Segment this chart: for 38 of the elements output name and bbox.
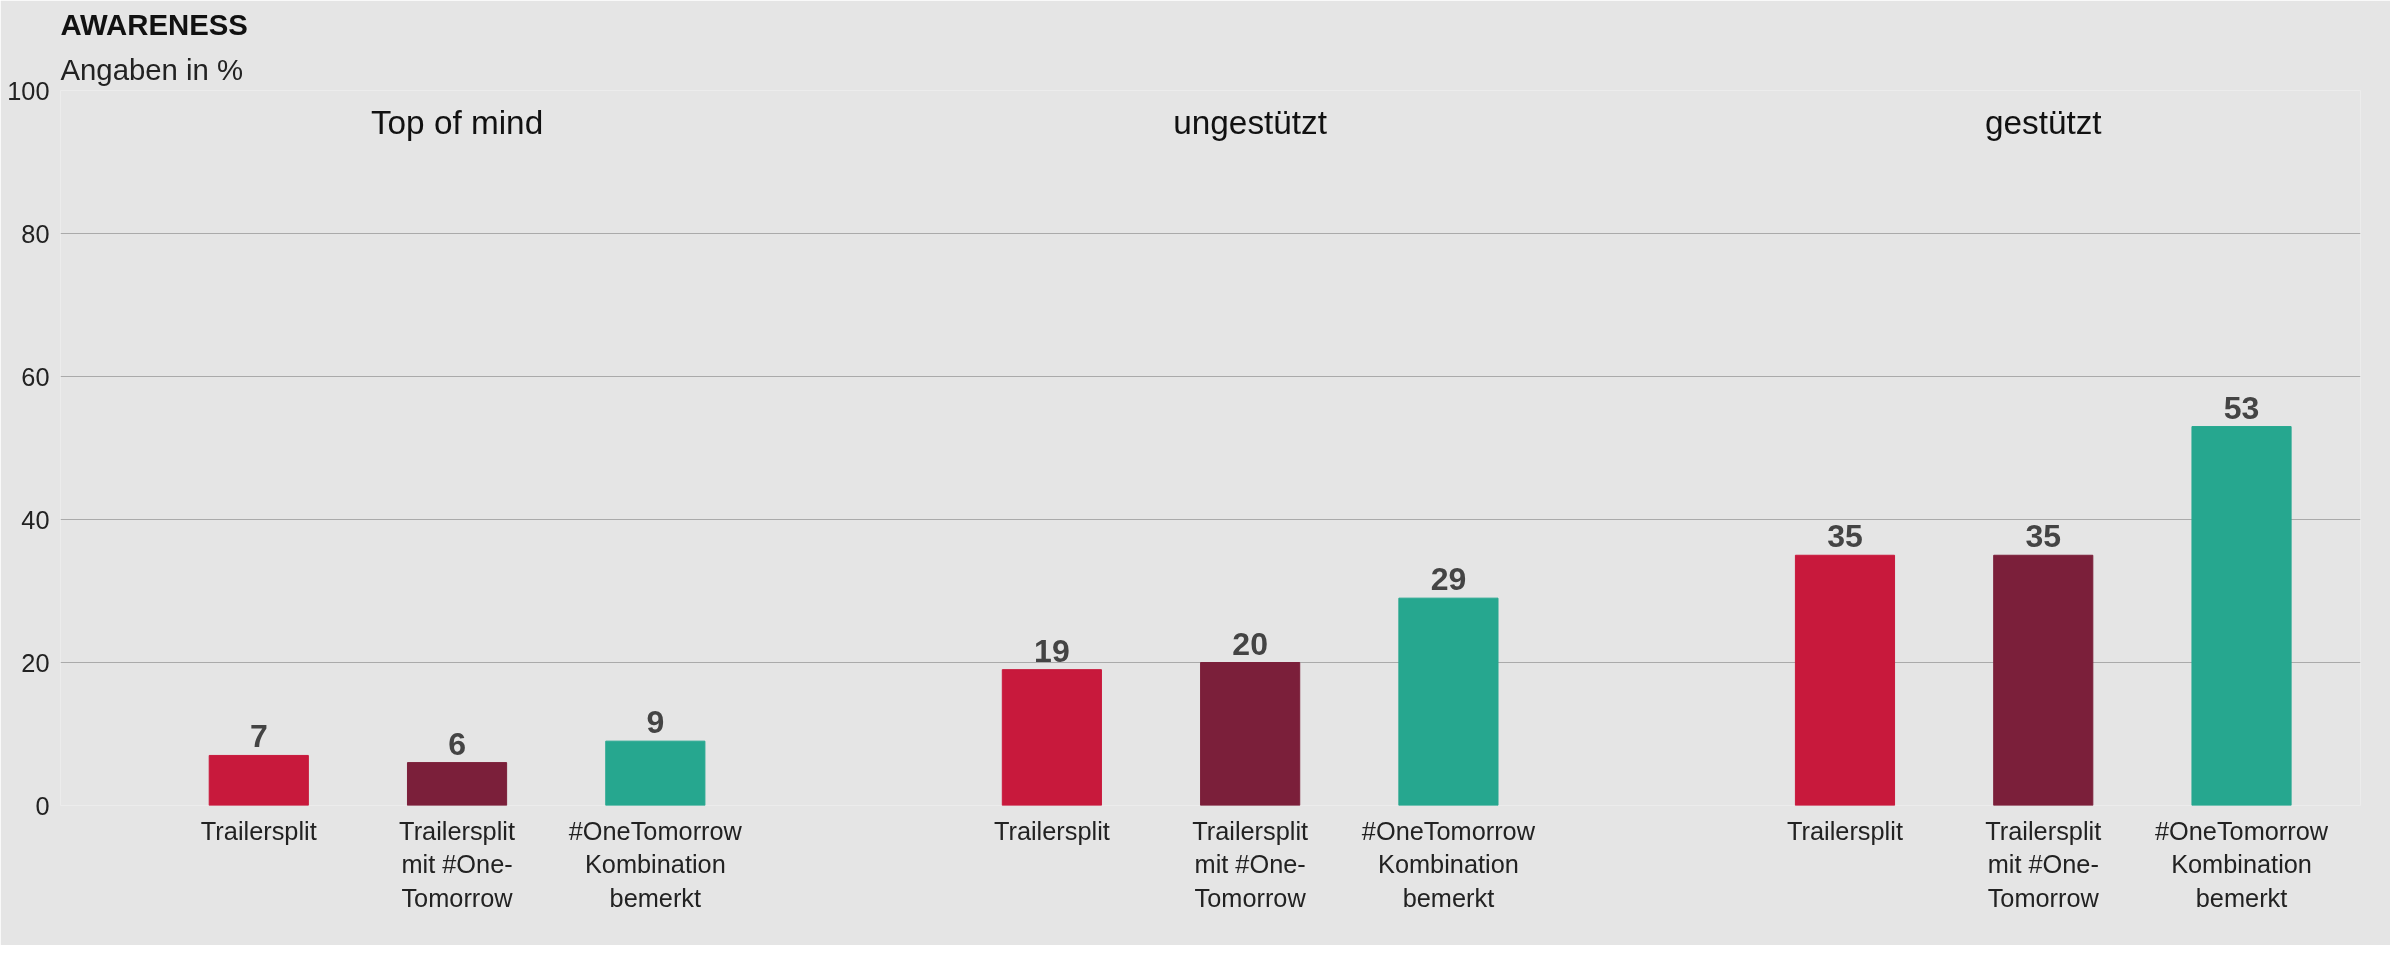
- x-tick-label: Trailersplit: [1787, 816, 1903, 845]
- bar: [1993, 554, 2094, 806]
- y-tick-label: 80: [21, 219, 50, 248]
- chart-subtitle: Angaben in %: [60, 52, 244, 86]
- data-label: 35: [1827, 518, 1863, 555]
- data-label: 53: [2223, 389, 2260, 426]
- x-tick-label: Trailersplit mit #One-Tomorrow: [1985, 816, 2102, 912]
- y-tick-label: 60: [21, 362, 50, 391]
- chart-title: AWARENESS: [60, 7, 248, 41]
- data-label: 9: [646, 704, 665, 741]
- data-label: 35: [2025, 518, 2062, 555]
- bar: [2191, 426, 2292, 806]
- x-tick-label: #OneTomorrow Kombination bemerkt: [2154, 816, 2329, 912]
- x-tick-label: Trailersplit mit #One-Tomorrow: [399, 816, 515, 912]
- bar: [605, 740, 706, 806]
- y-tick-label: 100: [7, 76, 50, 105]
- y-tick-label: 20: [21, 648, 50, 677]
- x-tick-label: Trailersplit: [993, 816, 1110, 845]
- bar: [1001, 669, 1102, 806]
- bar: [1398, 597, 1499, 806]
- data-label: 19: [1034, 632, 1070, 669]
- annotation: gestützt: [1984, 103, 2103, 141]
- y-tick-label: 0: [35, 791, 50, 820]
- bar: [1200, 662, 1301, 806]
- data-label: 6: [448, 725, 466, 762]
- data-label: 7: [249, 718, 268, 755]
- data-label: 20: [1232, 625, 1268, 662]
- y-tick-label: 40: [21, 505, 50, 534]
- annotation: Top of mind: [370, 103, 544, 141]
- annotation: ungestützt: [1173, 103, 1328, 141]
- x-tick-label: Trailersplit: [200, 816, 317, 845]
- bar: [1794, 554, 1896, 806]
- bar: [406, 762, 508, 806]
- x-tick-label: Trailersplit mit #One-Tomorrow: [1192, 816, 1309, 912]
- bar: [208, 754, 309, 806]
- data-label: 29: [1430, 561, 1467, 598]
- x-tick-label: #OneTomorrow Kombination bemerkt: [568, 816, 743, 912]
- x-tick-label: #OneTomorrow Kombination bemerkt: [1361, 816, 1536, 912]
